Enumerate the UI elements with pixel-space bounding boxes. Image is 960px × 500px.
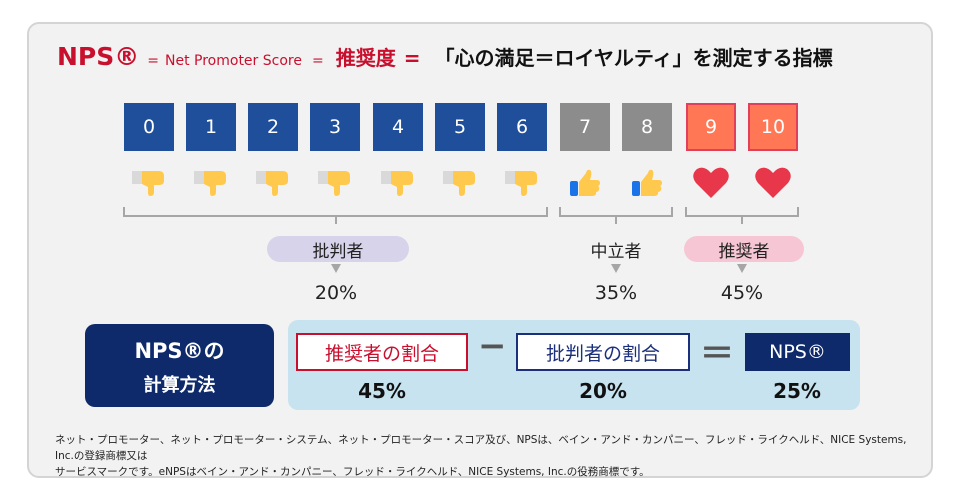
score-10: 10: [748, 103, 798, 151]
heart-icon: [748, 163, 798, 203]
score-7: 7: [560, 103, 610, 151]
footnote-line2: サービスマークです。eNPSはベイン・アンド・カンパニー、フレッド・ライクヘルド…: [55, 466, 650, 478]
equals-operator: ＝: [700, 334, 734, 374]
passive-label: 中立者: [590, 241, 642, 262]
footnote-line1: ネット・プロモーター、ネット・プロモーター・システム、ネット・プロモーター・スコ…: [55, 434, 907, 462]
detractor-arrow: [331, 264, 341, 273]
score-8: 8: [622, 103, 672, 151]
thumbs-up-icon: [622, 163, 672, 203]
thumbs-down-icon: [435, 163, 485, 203]
promoter-percent: 45%: [720, 282, 764, 304]
score-2: 2: [248, 103, 298, 151]
passive-percent: 35%: [594, 282, 638, 304]
title-nps: NPS®: [57, 42, 140, 71]
title-description: 「心の満足＝ロイヤルティ」を測定する指標: [434, 46, 833, 70]
passive-arrow: [611, 264, 621, 273]
promoter-ratio-box: 推奨者の割合: [296, 333, 468, 371]
detractor-percent: 20%: [314, 282, 358, 304]
score-6: 6: [497, 103, 547, 151]
nps-result-value: 25%: [773, 379, 821, 403]
detractor-brace-stem: [335, 216, 337, 224]
score-0: 0: [124, 103, 174, 151]
thumbs-down-icon: [248, 163, 298, 203]
thumbs-down-icon: [186, 163, 236, 203]
title-jp-term: 推奨度: [335, 46, 396, 70]
promoter-arrow: [737, 264, 747, 273]
title-equals-3: =: [403, 46, 421, 70]
nps-result-box: NPS®: [745, 333, 850, 371]
detractor-ratio-value: 20%: [579, 379, 627, 403]
score-3: 3: [310, 103, 360, 151]
thumbs-down-icon: [497, 163, 547, 203]
title-equals-1: =: [147, 53, 159, 69]
heart-icon: [686, 163, 736, 203]
footnote: ネット・プロモーター、ネット・プロモーター・システム、ネット・プロモーター・スコ…: [55, 432, 915, 480]
score-9: 9: [686, 103, 736, 151]
detractor-ratio-box: 批判者の割合: [516, 333, 690, 371]
score-1: 1: [186, 103, 236, 151]
calculation-title-line1: NPS®の: [134, 338, 225, 363]
score-4: 4: [373, 103, 423, 151]
page-title: NPS® = Net Promoter Score = 推奨度 = 「心の満足＝…: [57, 42, 833, 78]
promoter-ratio-value: 45%: [358, 379, 406, 403]
calculation-title: NPS®の 計算方法: [85, 324, 274, 407]
thumbs-down-icon: [124, 163, 174, 203]
score-5: 5: [435, 103, 485, 151]
thumbs-up-icon: [560, 163, 610, 203]
promoter-brace-stem: [741, 216, 743, 224]
thumbs-down-icon: [373, 163, 423, 203]
detractor-label: 批判者: [267, 236, 409, 262]
title-equals-2: =: [311, 53, 324, 69]
passive-brace-stem: [615, 216, 617, 224]
minus-operator: −: [478, 326, 507, 366]
promoter-label: 推奨者: [684, 236, 804, 262]
calculation-title-line2: 計算方法: [143, 374, 216, 396]
title-full-name: Net Promoter Score: [165, 53, 302, 69]
thumbs-down-icon: [310, 163, 360, 203]
